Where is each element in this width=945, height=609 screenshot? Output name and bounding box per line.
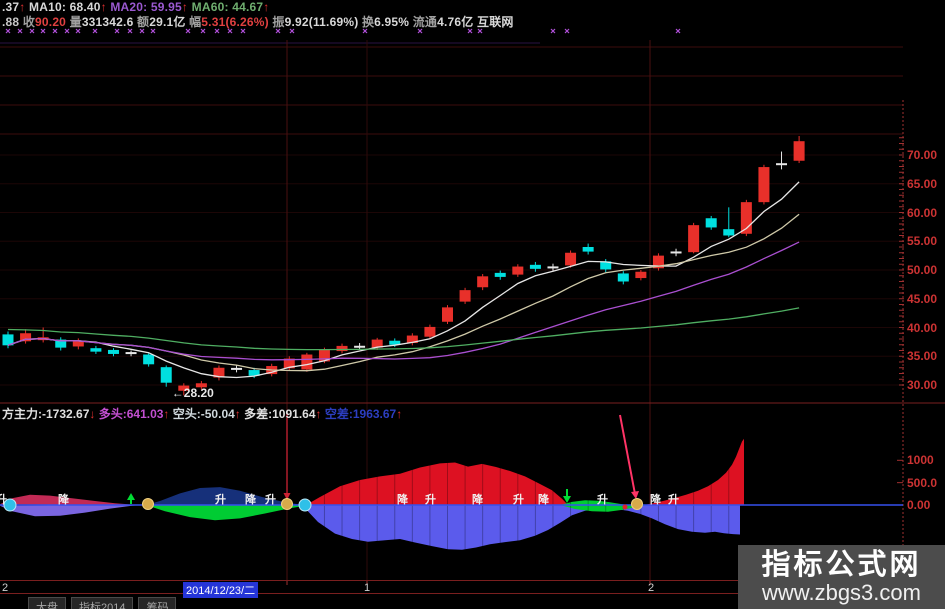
updown-label: 降 (58, 494, 69, 506)
selected-date-label[interactable]: 2014/12/23/二 (183, 582, 259, 598)
text-run: 空头:-50.04 (172, 407, 235, 421)
bottom-tab-bar: 大盘 指标2014 筹码 (28, 597, 177, 609)
text-run: .37 (2, 0, 20, 14)
text-run: ↓ (89, 407, 99, 421)
date-axis-label: 2 (2, 582, 9, 594)
watermark-title: 指标公式网 (761, 549, 922, 582)
text-run: 流通 (412, 15, 438, 29)
updown-label: 降 (397, 494, 408, 506)
text-run: 换 (361, 15, 375, 29)
updown-label: 升 (265, 494, 276, 506)
text-run: 互联网 (477, 15, 514, 29)
watermark-url: www.zbgs3.com (762, 579, 921, 605)
text-run: ↑ (100, 0, 111, 14)
updown-label: 升 (597, 494, 608, 506)
text-run: .88 (2, 15, 23, 29)
text-run: ↑ (181, 0, 192, 14)
updown-label: 降 (650, 494, 661, 506)
text-run: 5.31(6.26%) (201, 15, 273, 29)
text-run: 331342.6 (81, 15, 137, 29)
text-run: ↑ (234, 407, 245, 421)
text-run: 9.92(11.69%) (284, 15, 362, 29)
text-run: ↑ (263, 0, 270, 14)
price-axis (897, 100, 904, 545)
updown-label: 升 (668, 494, 679, 506)
indicator-axis-label: 0.00 (907, 498, 931, 512)
price-axis-label: 65.00 (907, 176, 938, 191)
updown-label: 升 (513, 494, 524, 506)
date-axis-label: 1 (364, 582, 371, 594)
price-axis-label: 60.00 (907, 205, 938, 220)
text-run: 多头:641.03 (98, 407, 164, 421)
updown-label: 降 (538, 494, 549, 506)
ma-legend-row: .37↑ MA10: 68.40↑ MA20: 59.95↑ MA60: 44.… (2, 0, 269, 14)
updown-label: 升 (425, 494, 436, 506)
text-run: 方主力:-1732.67 (2, 407, 90, 421)
bottom-tab[interactable]: 筹码 (138, 597, 177, 609)
text-run: 额 (137, 15, 150, 29)
price-axis-label: 55.00 (907, 234, 938, 249)
price-axis-label: 50.00 (907, 263, 938, 277)
text-run: 6.95% (374, 15, 413, 29)
ma-lines-layer (7, 181, 800, 379)
updown-label: 降 (472, 494, 483, 506)
indicator-axis-label: 500.0 (907, 475, 938, 490)
low-price-annotation: ←28.20 (171, 386, 214, 400)
date-axis-label: 2 (648, 582, 655, 594)
updown-label: 升 (0, 494, 7, 506)
price-axis-label: 35.00 (907, 349, 938, 364)
price-axis-label: 45.00 (907, 291, 938, 306)
text-run: ↑ (396, 407, 403, 421)
text-run: ↑ (163, 407, 173, 421)
text-run: MA60: 44.67 (191, 0, 264, 14)
price-axis-label: 40.00 (907, 320, 938, 335)
text-run: MA20: 59.95 (110, 0, 182, 14)
text-run: 多差:1091.64 (244, 407, 316, 421)
signal-marker-row (5, 28, 681, 34)
text-run: 4.76亿 (437, 15, 477, 29)
bottom-tab[interactable]: 指标2014 (71, 597, 134, 609)
text-run: 90.20 (35, 15, 70, 29)
text-run: ↑ (19, 0, 30, 14)
updown-label: 降 (245, 494, 256, 506)
text-run: 空差:1963.67 (324, 407, 397, 421)
price-axis-label: 30.00 (907, 378, 938, 392)
text-run: 振 (272, 15, 285, 29)
text-run: ↑ (315, 407, 325, 421)
quote-summary-row: .88 收90.20 量331342.6 额29.1亿 幅5.31(6.26%)… (2, 13, 514, 30)
updown-label: 升 (215, 494, 226, 506)
text-run: 幅 (189, 15, 202, 29)
text-run: 收 (22, 15, 36, 29)
text-run: MA10: 68.40 (29, 0, 101, 14)
indicator-axis-label: 1000 (907, 453, 934, 468)
bottom-tab[interactable]: 大盘 (28, 597, 66, 609)
price-axis-label: 70.00 (907, 148, 938, 162)
text-run: 29.1亿 (149, 15, 190, 29)
text-run: 量 (69, 15, 82, 29)
indicator-header-row: 方主力:-1732.67↓ 多头:641.03↑ 空头:-50.04↑ 多差:1… (2, 405, 402, 422)
indicator-markers-layer (3, 412, 643, 512)
watermark-box: 指标公式网 www.zbgs3.com (738, 545, 945, 609)
